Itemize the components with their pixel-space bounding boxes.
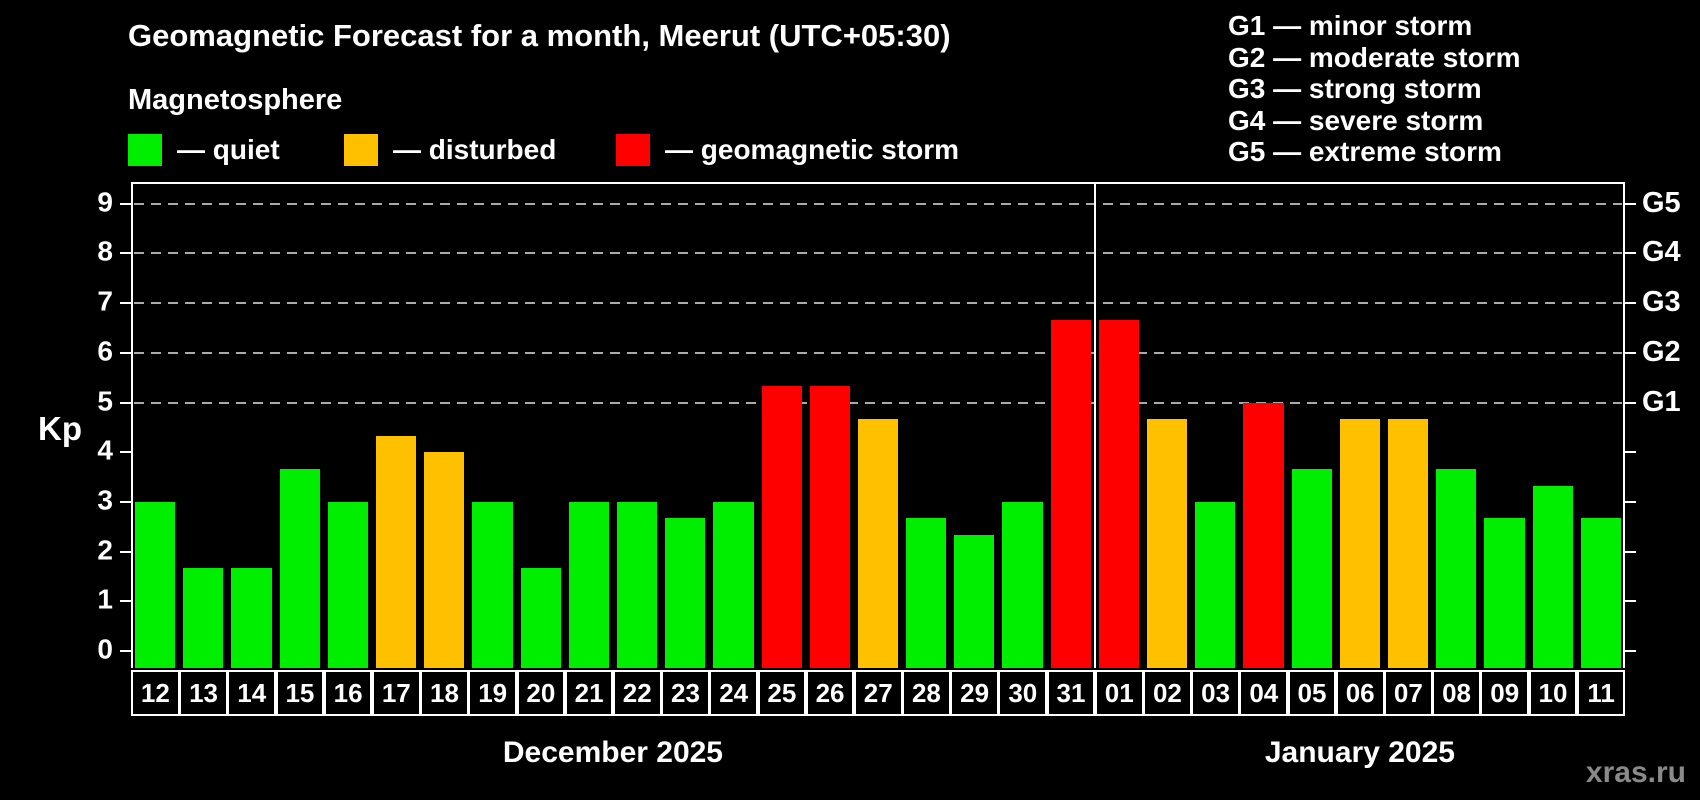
day-label-17: 17 [371,670,421,716]
y-tick-label-3: 3 [97,484,113,516]
y-tick-label-9: 9 [97,186,113,218]
g-scale-line-g3: G3 — strong storm [1228,73,1482,105]
day-label-14: 14 [227,670,277,716]
day-label-09: 09 [1480,670,1530,716]
y-tick-label-2: 2 [97,534,113,566]
watermark: xras.ru [1585,756,1686,789]
y-tick-right-0 [1625,650,1636,652]
day-label-03: 03 [1191,670,1240,716]
y-tick-label-6: 6 [97,335,113,367]
legend-item-quiet: — quiet [128,134,344,166]
right-axis-label-g5: G5 [1642,186,1681,219]
magnetosphere-subtitle: Magnetosphere [128,84,343,116]
y-tick-left-2 [120,550,131,553]
g-scale-line-g4: G4 — severe storm [1228,104,1484,136]
day-label-13: 13 [179,670,228,716]
day-label-22: 22 [612,670,662,716]
right-axis-label-g2: G2 [1642,335,1681,368]
day-label-24: 24 [709,670,758,716]
storm-color-swatch [616,134,650,166]
y-tick-label-8: 8 [97,236,113,268]
status-legend: — quiet — disturbed — geomagnetic storm [128,134,959,166]
y-tick-label-0: 0 [97,633,113,665]
right-axis-label-g1: G1 [1642,385,1681,418]
day-label-16: 16 [323,670,373,716]
g-scale-legend: G1 — minor storm G2 — moderate storm G3 — … [1228,10,1521,168]
day-label-31: 31 [1046,670,1096,716]
quiet-color-swatch [128,134,162,166]
day-label-15: 15 [275,670,325,716]
y-tick-left-1 [120,600,131,603]
day-label-19: 19 [468,670,518,716]
day-label-02: 02 [1143,670,1192,716]
day-label-10: 10 [1528,670,1578,716]
day-label-28: 28 [902,670,951,716]
day-label-29: 29 [950,670,999,716]
y-tick-label-7: 7 [97,285,113,317]
plot-area [131,182,1625,668]
y-tick-right-6 [1625,351,1636,354]
y-tick-left-8 [120,252,131,255]
page-title: Geomagnetic Forecast for a month, Meerut… [128,18,951,53]
day-label-01: 01 [1094,670,1144,716]
day-label-11: 11 [1576,670,1626,716]
y-tick-right-3 [1625,500,1636,503]
legend-item-disturbed: — disturbed [344,134,616,166]
month-label-0: December 2025 [502,736,723,769]
disturbed-color-swatch [344,134,378,166]
legend-label-quiet: — quiet [177,134,280,165]
y-tick-right-1 [1625,600,1636,603]
day-label-08: 08 [1432,670,1481,716]
day-label-12: 12 [131,670,180,716]
y-tick-left-6 [120,351,131,354]
day-label-23: 23 [661,670,710,716]
day-label-18: 18 [420,670,469,716]
day-label-07: 07 [1384,670,1433,716]
y-tick-left-7 [120,302,131,305]
day-label-05: 05 [1287,670,1337,716]
y-tick-right-9 [1625,202,1636,205]
month-label-1: January 2025 [1264,736,1455,769]
day-label-25: 25 [757,670,807,716]
legend-label-storm: — geomagnetic storm [665,134,960,165]
right-axis-label-g3: G3 [1642,285,1681,318]
y-tick-left-0 [120,650,131,652]
y-tick-left-3 [120,500,131,503]
y-tick-left-5 [120,401,131,404]
day-label-21: 21 [564,670,614,716]
day-label-20: 20 [516,670,566,716]
y-tick-right-4 [1625,451,1636,454]
g-scale-line-g1: G1 — minor storm [1228,10,1473,41]
day-label-06: 06 [1335,670,1385,716]
day-label-30: 30 [998,670,1048,716]
legend-label-disturbed: — disturbed [393,134,557,165]
y-tick-left-9 [120,202,131,205]
y-tick-right-8 [1625,252,1636,255]
y-tick-right-7 [1625,302,1636,305]
y-axis-title: Kp [38,410,82,447]
y-tick-right-5 [1625,401,1636,404]
g-scale-line-g2: G2 — moderate storm [1228,41,1521,73]
legend-item-storm: — geomagnetic storm [616,134,959,166]
day-label-27: 27 [853,670,903,716]
day-label-26: 26 [805,670,855,716]
y-tick-label-1: 1 [97,584,113,616]
y-tick-left-4 [120,451,131,454]
g-scale-line-g5: G5 — extreme storm [1228,136,1502,168]
right-axis-label-g4: G4 [1642,236,1681,269]
day-label-04: 04 [1239,670,1289,716]
y-tick-right-2 [1625,550,1636,553]
